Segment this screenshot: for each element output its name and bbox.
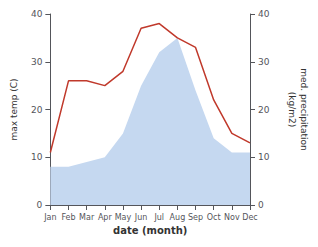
svg-text:Feb: Feb [61, 213, 75, 222]
svg-text:40: 40 [258, 9, 270, 19]
svg-text:Mar: Mar [79, 213, 95, 222]
svg-text:Nov: Nov [224, 213, 240, 222]
svg-text:Dec: Dec [242, 213, 257, 222]
svg-text:Aug: Aug [170, 213, 186, 222]
svg-text:Oct: Oct [207, 213, 221, 222]
svg-text:30: 30 [258, 57, 270, 67]
svg-text:20: 20 [31, 105, 43, 115]
svg-text:(kg/m2): (kg/m2) [287, 92, 297, 127]
svg-text:30: 30 [31, 57, 43, 67]
svg-text:May: May [115, 213, 132, 222]
svg-text:Jul: Jul [153, 213, 164, 222]
svg-text:Sep: Sep [188, 213, 203, 222]
svg-text:max temp (C): max temp (C) [9, 78, 19, 140]
svg-text:date (month): date (month) [113, 225, 187, 236]
svg-text:Jan: Jan [43, 213, 56, 222]
svg-text:40: 40 [31, 9, 43, 19]
svg-text:10: 10 [31, 152, 43, 162]
svg-text:20: 20 [258, 105, 270, 115]
svg-text:0: 0 [37, 200, 43, 210]
svg-text:10: 10 [258, 152, 270, 162]
svg-text:med. precipitation: med. precipitation [299, 68, 309, 150]
svg-text:Apr: Apr [98, 213, 113, 222]
svg-text:0: 0 [258, 200, 264, 210]
svg-text:Jun: Jun [134, 213, 148, 222]
